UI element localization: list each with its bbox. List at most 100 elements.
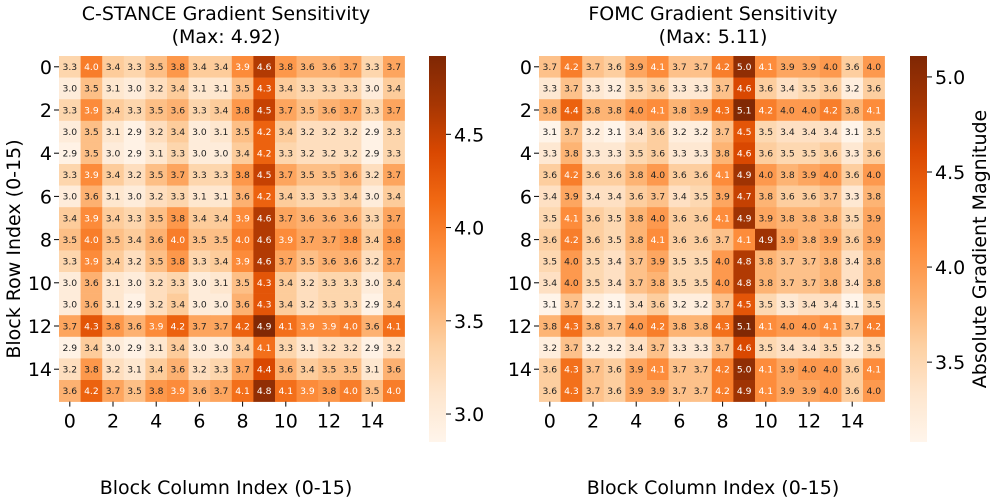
- cell-value-label: 3.8: [780, 170, 795, 181]
- heatmap-cell: [231, 164, 254, 186]
- cell-value-label: 3.7: [780, 278, 795, 289]
- heatmap-cell: [539, 358, 561, 381]
- cell-value-label: 3.4: [672, 192, 687, 203]
- cell-value-label: 2.9: [365, 127, 380, 138]
- cell-value-label: 3.3: [386, 149, 401, 160]
- heatmap-cell: [102, 380, 125, 402]
- heatmap-cell: [539, 250, 561, 273]
- heatmap-cell: [188, 207, 211, 230]
- cell-value-label: 3.4: [278, 127, 293, 138]
- cell-value-label: 3.7: [586, 365, 601, 376]
- heatmap-cell: [690, 315, 713, 338]
- heatmap-cell: [755, 185, 777, 208]
- cell-value-label: 3.9: [629, 62, 644, 73]
- cell-value-label: 3.8: [607, 105, 622, 116]
- heatmap-cell: [59, 272, 81, 294]
- cell-value-label: 3.6: [694, 170, 709, 181]
- cell-value-label: 3.6: [542, 235, 557, 246]
- cell-value-label: 3.3: [343, 278, 358, 289]
- heatmap-cell: [603, 358, 626, 381]
- cell-value-label: 4.0: [823, 365, 838, 376]
- cell-value-label: 3.4: [300, 365, 315, 376]
- heatmap-cell: [603, 250, 626, 273]
- chart-subtitle-cstance: (Max: 4.92): [172, 26, 281, 48]
- heatmap-cell: [755, 56, 777, 78]
- heatmap-cell: [167, 77, 189, 100]
- cell-value-label: 2.9: [62, 149, 77, 160]
- heatmap-cell: [819, 142, 842, 165]
- heatmap-cell: [231, 272, 254, 294]
- cell-value-label: 3.4: [607, 192, 622, 203]
- heatmap-cell: [188, 293, 211, 316]
- heatmap-cell: [318, 185, 341, 208]
- heatmap-cell: [102, 164, 125, 186]
- cell-value-label: 3.0: [127, 278, 142, 289]
- heatmap-cell: [733, 293, 756, 316]
- cell-value-label: 3.0: [106, 343, 121, 354]
- cell-value-label: 3.6: [84, 192, 99, 203]
- cell-value-label: 4.0: [629, 105, 644, 116]
- heatmap-cell: [755, 250, 777, 273]
- heatmap-cell: [668, 228, 691, 251]
- cell-value-label: 4.2: [758, 105, 773, 116]
- cell-value-label: 3.5: [149, 257, 164, 268]
- cell-value-label: 3.6: [845, 386, 860, 397]
- cell-value-label: 5.1: [737, 321, 752, 332]
- heatmap-cell: [80, 142, 103, 165]
- heatmap-cell: [863, 120, 885, 143]
- heatmap-cell: [776, 207, 799, 230]
- heatmap-cell: [59, 293, 81, 316]
- heatmap-cell: [253, 99, 276, 122]
- cell-value-label: 3.7: [343, 105, 358, 116]
- cell-value-label: 4.0: [715, 278, 730, 289]
- cell-value-label: 3.3: [127, 213, 142, 224]
- cell-value-label: 4.0: [758, 170, 773, 181]
- heatmap-cell: [603, 293, 626, 316]
- cell-value-label: 3.2: [127, 257, 142, 268]
- cell-value-label: 3.6: [694, 235, 709, 246]
- cell-value-label: 3.6: [629, 192, 644, 203]
- cell-value-label: 4.3: [715, 105, 730, 116]
- heatmap-cell: [711, 336, 734, 359]
- x-tick-label: 0: [544, 411, 556, 433]
- heatmap-cell: [253, 336, 276, 359]
- cell-value-label: 4.3: [84, 321, 99, 332]
- heatmap-cell: [123, 164, 146, 186]
- heatmap-cell: [776, 358, 799, 381]
- y-tick-label: 8: [520, 230, 532, 252]
- chart-title-cstance: C-STANCE Gradient Sensitivity: [82, 3, 371, 25]
- cell-value-label: 3.3: [586, 149, 601, 160]
- cell-value-label: 3.4: [802, 127, 817, 138]
- heatmap-cell: [647, 142, 669, 165]
- heatmap-cell: [733, 56, 756, 78]
- cell-value-label: 3.8: [542, 321, 557, 332]
- cell-value-label: 4.0: [802, 365, 817, 376]
- heatmap-cell: [819, 358, 842, 381]
- heatmap-cell: [841, 228, 864, 251]
- cell-value-label: 3.8: [758, 278, 773, 289]
- cell-value-label: 3.7: [62, 321, 77, 332]
- heatmap-cell: [339, 250, 362, 273]
- heatmap-cell: [231, 250, 254, 273]
- heatmap-cell: [102, 336, 125, 359]
- cell-value-label: 4.2: [257, 192, 272, 203]
- heatmap-cell: [755, 99, 777, 122]
- cell-value-label: 3.9: [84, 105, 99, 116]
- heatmap-cell: [167, 120, 189, 143]
- heatmap-cell: [123, 380, 146, 402]
- heatmap-cell: [863, 336, 885, 359]
- heatmap-cell: [318, 336, 341, 359]
- heatmap-cell: [59, 185, 81, 208]
- cell-value-label: 4.0: [343, 321, 358, 332]
- cell-value-label: 4.0: [802, 321, 817, 332]
- heatmap-cell: [80, 272, 103, 294]
- heatmap-cell: [841, 120, 864, 143]
- cell-value-label: 3.7: [386, 257, 401, 268]
- cell-value-label: 3.6: [823, 149, 838, 160]
- heatmap-cell: [603, 99, 626, 122]
- heatmap-cell: [383, 380, 405, 402]
- cell-value-label: 3.6: [586, 213, 601, 224]
- cell-value-label: 3.2: [845, 84, 860, 95]
- cell-value-label: 3.5: [758, 343, 773, 354]
- cell-value-label: 3.4: [586, 192, 601, 203]
